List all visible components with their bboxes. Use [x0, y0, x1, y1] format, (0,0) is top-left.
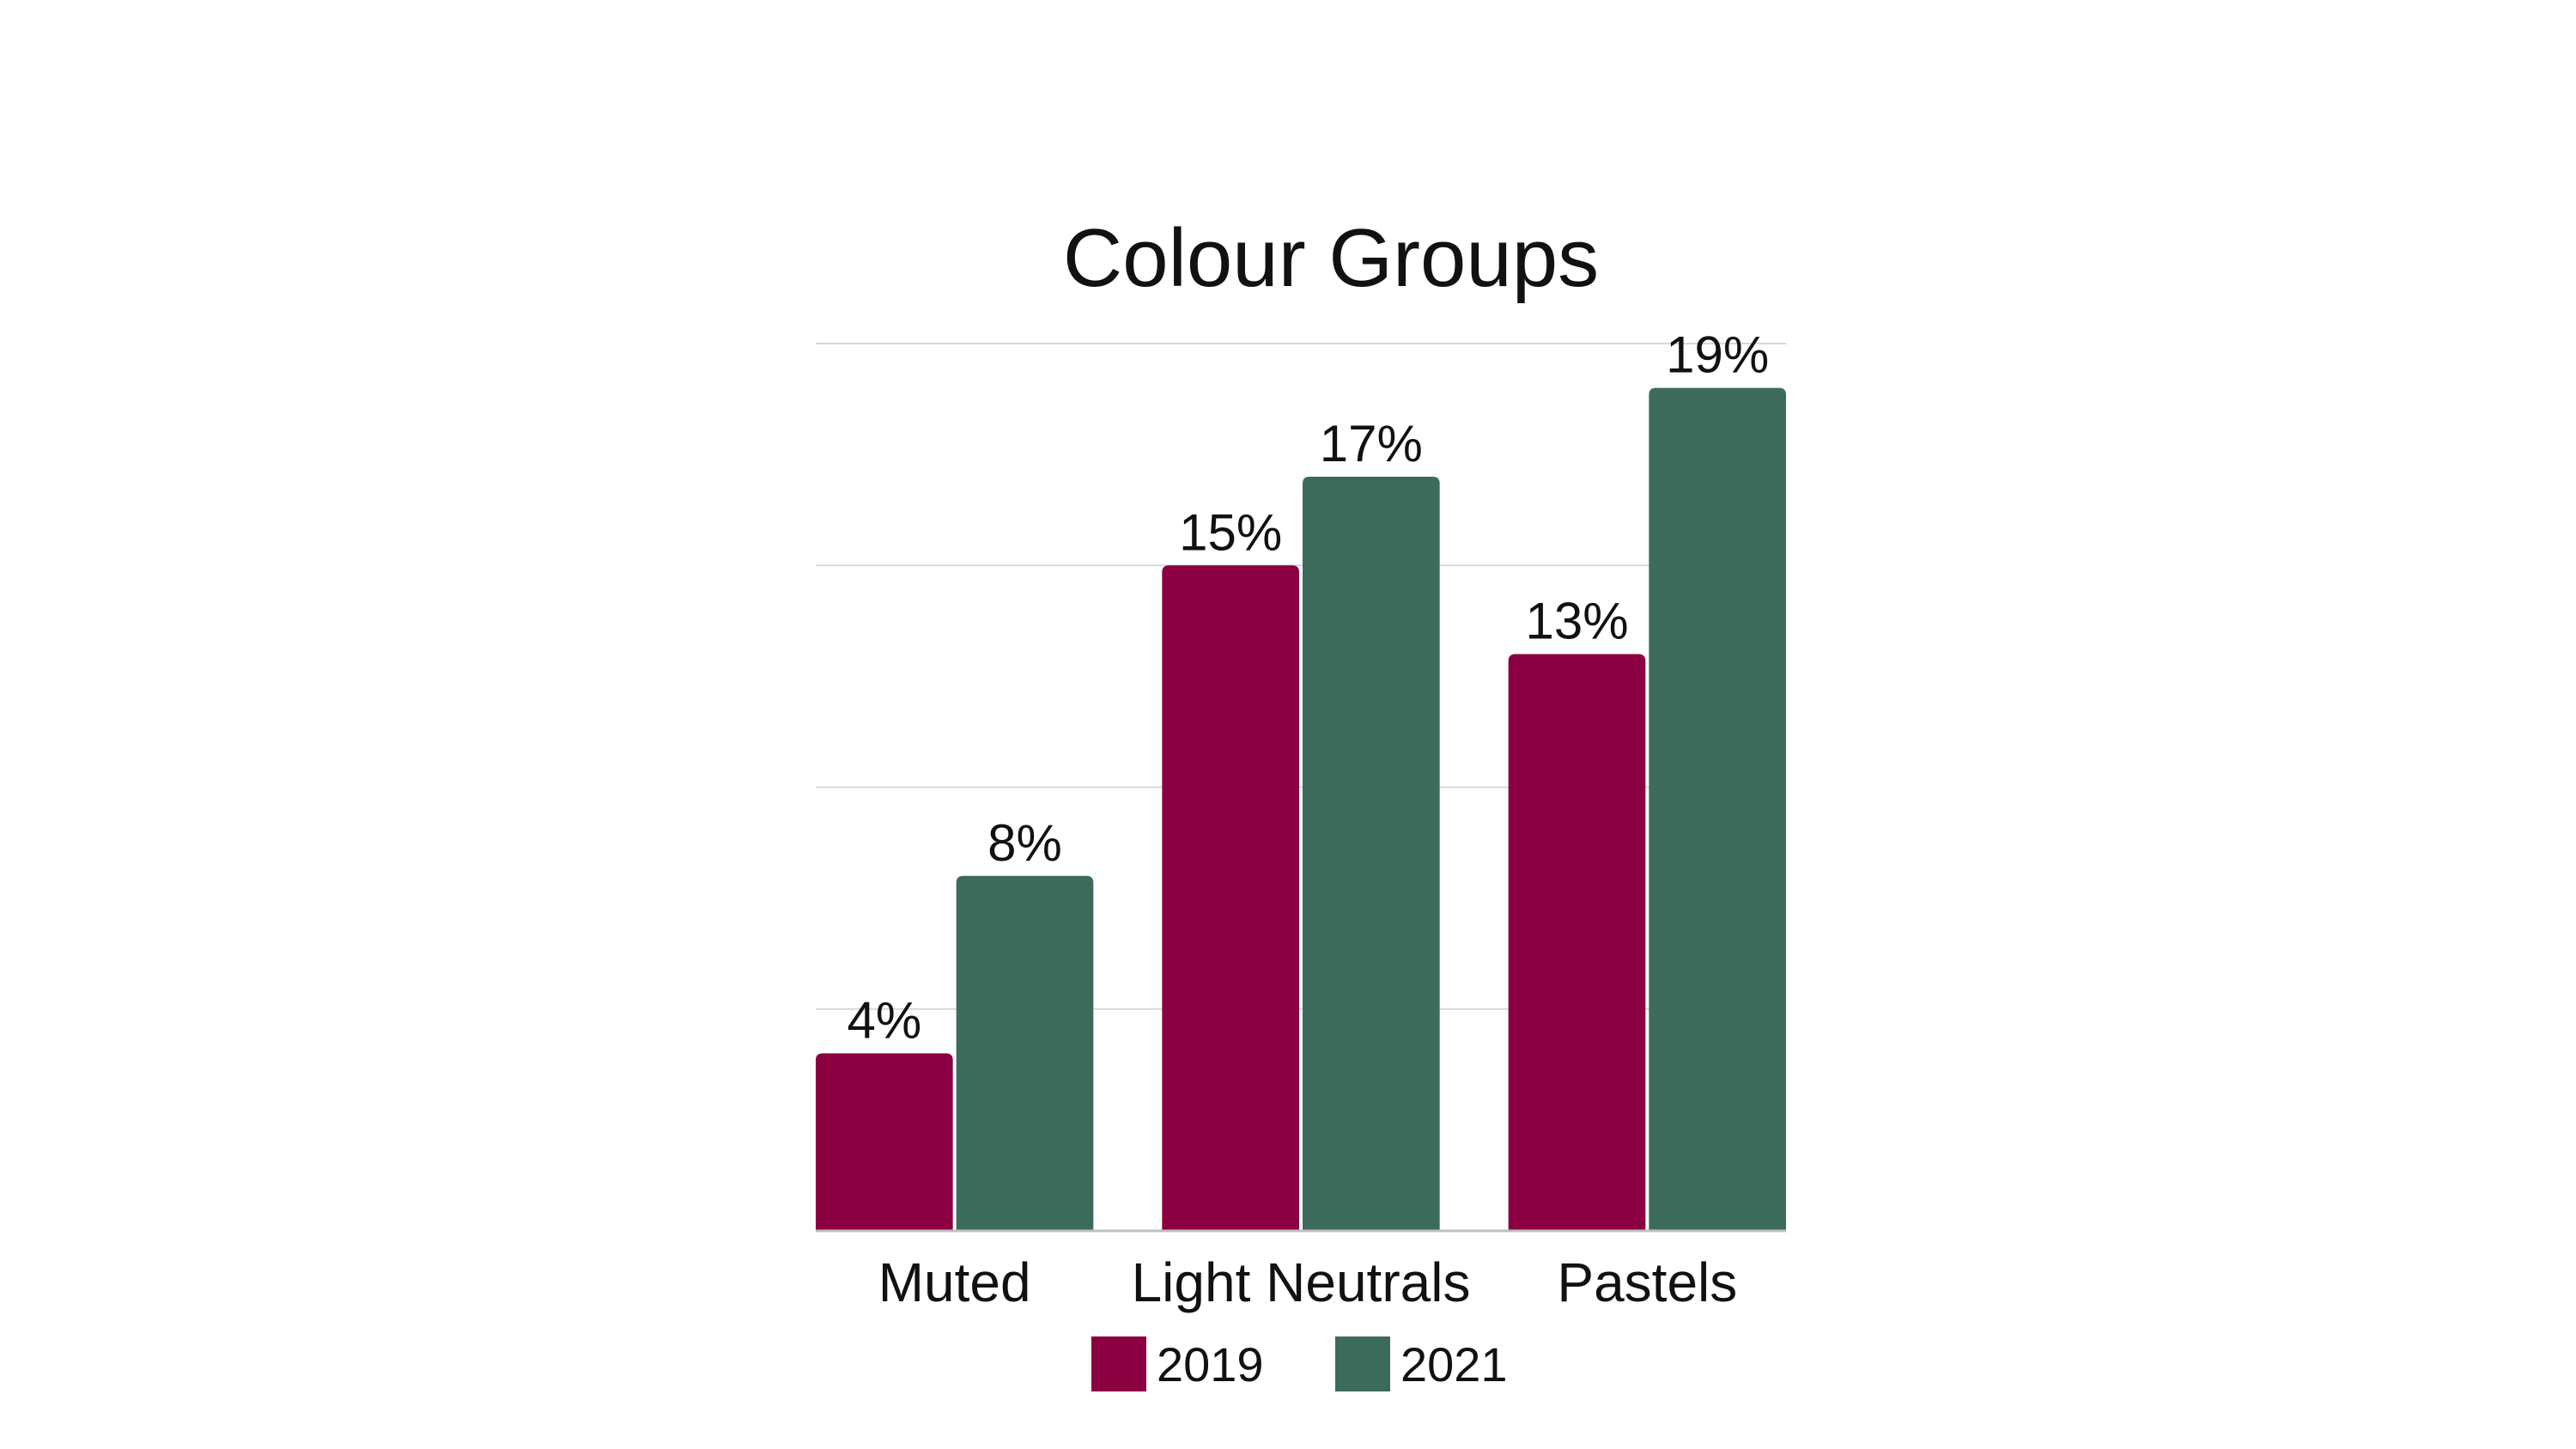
bars: [816, 387, 1786, 1231]
bar-2019-muted: [816, 1053, 953, 1231]
data-label: 15%: [1179, 503, 1282, 561]
bar-2021-muted: [956, 875, 1094, 1231]
legend-swatch-2019: [1091, 1336, 1146, 1391]
bar-2019-pastels: [1508, 654, 1646, 1231]
x-tick-label: Muted: [878, 1251, 1031, 1313]
x-tick-labels: Muted Light Neutrals Pastels: [878, 1251, 1738, 1313]
data-label: 19%: [1666, 326, 1769, 384]
legend-swatch-2021: [1335, 1336, 1390, 1391]
chart-title: Colour Groups: [1063, 212, 1599, 304]
x-tick-label: Light Neutrals: [1132, 1251, 1471, 1313]
data-label: 13%: [1525, 593, 1628, 650]
legend-label: 2019: [1157, 1337, 1264, 1391]
data-label: 17%: [1320, 415, 1423, 472]
data-label: 8%: [987, 814, 1062, 872]
data-labels: 4% 8% 15% 17% 13% 19%: [847, 326, 1769, 1050]
bar-2021-pastels: [1649, 387, 1786, 1231]
data-label: 4%: [847, 991, 921, 1049]
legend-label: 2021: [1400, 1337, 1508, 1391]
legend: 2019 2021: [1091, 1336, 1508, 1391]
bar-2021-light-neutrals: [1303, 476, 1440, 1231]
x-tick-label: Pastels: [1557, 1251, 1737, 1313]
bar-2019-light-neutrals: [1162, 565, 1299, 1231]
